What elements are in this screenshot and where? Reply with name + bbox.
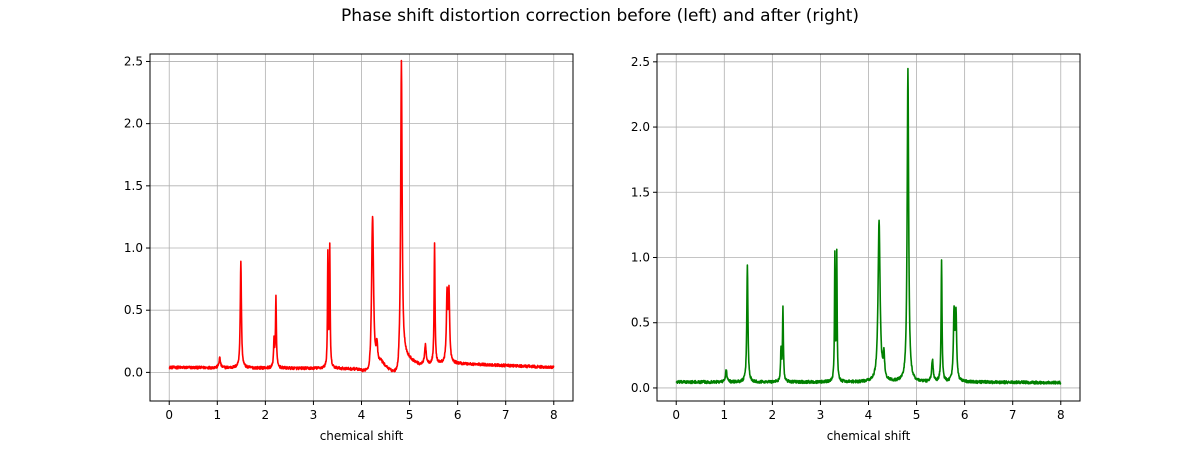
- x-tick-label: 0: [672, 408, 680, 422]
- x-tick-label: 4: [865, 408, 873, 422]
- x-tick-label: 3: [310, 408, 318, 422]
- x-tick-label: 7: [1009, 408, 1017, 422]
- y-tick-label: 2.0: [631, 120, 650, 134]
- y-tick-label: 2.5: [631, 55, 650, 69]
- y-tick-label: 1.5: [124, 179, 143, 193]
- y-tick-label: 0.0: [124, 365, 143, 379]
- x-tick-label: 6: [961, 408, 969, 422]
- figure-title: Phase shift distortion correction before…: [340, 6, 860, 26]
- x-axis-label: chemical shift: [827, 429, 911, 443]
- x-tick-label: 3: [817, 408, 825, 422]
- y-tick-label: 0.5: [124, 303, 143, 317]
- y-tick-label: 1.0: [631, 251, 650, 265]
- y-tick-label: 2.0: [124, 117, 143, 131]
- x-tick-label: 2: [262, 408, 270, 422]
- chart-panel-1: 0 1 2 3 4 5 6 7 8 0.0 0.5 1.0 1.5 2.0 2.5 chemical shif…: [124, 53, 574, 443]
- x-tick-label: 0: [165, 408, 173, 422]
- x-tick-label: 4: [358, 408, 366, 422]
- series-line-1: [675, 67, 1062, 385]
- x-tick-label: 5: [913, 408, 921, 422]
- y-tick-label: 1.0: [124, 241, 143, 255]
- x-tick-label: 6: [454, 408, 462, 422]
- x-tick-label: 7: [502, 408, 510, 422]
- chart-panel-2: 0 1 2 3 4 5 6 7 8 0.0 0.5 1.0 1.5 2.0 2.5 chemical shif…: [631, 53, 1081, 443]
- x-tick-label: 2: [769, 408, 777, 422]
- x-tick-label: 8: [1057, 408, 1065, 422]
- x-tick-label: 1: [720, 408, 728, 422]
- y-tick-label: 2.5: [124, 54, 143, 68]
- x-tick-label: 8: [550, 408, 558, 422]
- x-tick-label: 5: [406, 408, 414, 422]
- x-axis-label: chemical shift: [320, 429, 404, 443]
- y-tick-label: 1.5: [631, 185, 650, 199]
- x-tick-label: 1: [213, 408, 221, 422]
- y-tick-label: 0.0: [631, 381, 650, 395]
- series-line-1: [168, 59, 555, 373]
- y-tick-label: 0.5: [631, 316, 650, 330]
